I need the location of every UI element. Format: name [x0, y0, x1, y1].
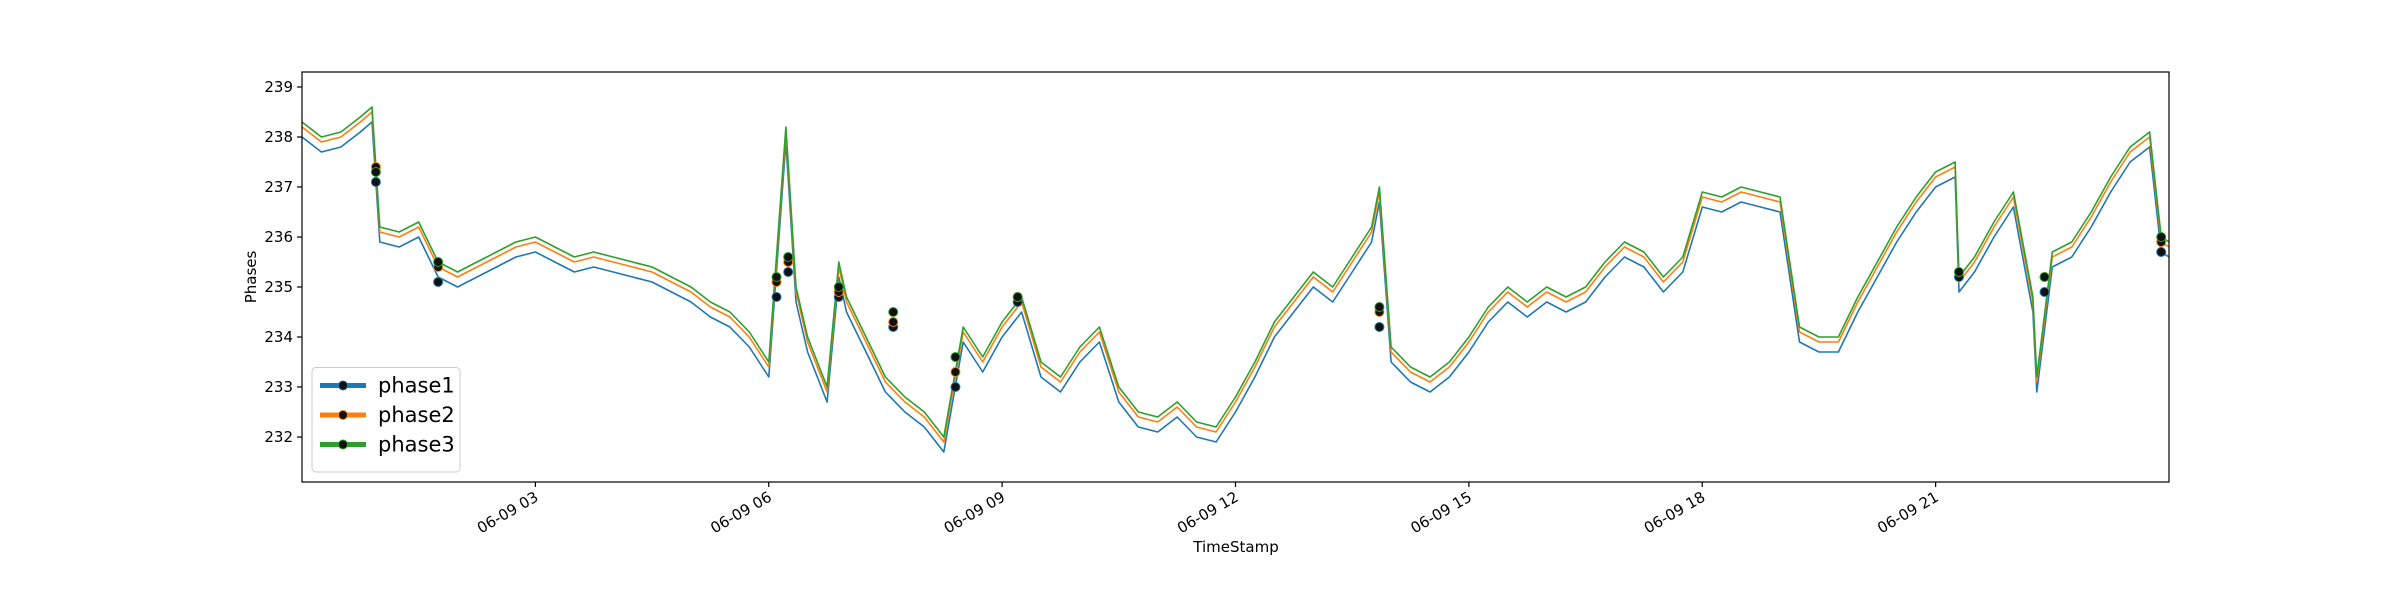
x-tick-label: 06-09 21 [1874, 488, 1941, 537]
x-tick-label: 06-09 09 [941, 488, 1008, 537]
series-line [302, 106, 2169, 438]
anomaly-marker [433, 257, 444, 267]
anomaly-marker [950, 352, 961, 362]
anomaly-marker [370, 167, 381, 177]
y-tick-label: 236 [264, 228, 293, 246]
y-tick-label: 232 [264, 428, 293, 446]
series-line [302, 111, 2169, 443]
anomaly-marker [888, 317, 899, 327]
y-tick-label: 238 [264, 128, 293, 146]
anomaly-marker [1374, 322, 1385, 332]
x-tick-label: 06-09 18 [1641, 488, 1708, 537]
anomaly-marker [833, 282, 844, 292]
legend-label: phase2 [378, 403, 455, 427]
x-tick-label: 06-09 12 [1174, 488, 1241, 537]
legend-label: phase1 [378, 374, 455, 398]
y-tick-label: 234 [264, 328, 293, 346]
anomaly-marker [1374, 302, 1385, 312]
anomaly-marker [950, 367, 961, 377]
series-line [302, 121, 2169, 453]
anomaly-marker [771, 272, 782, 282]
x-axis-label: TimeStamp [1192, 538, 1278, 556]
x-tick-label: 06-09 03 [474, 488, 541, 537]
anomaly-marker [370, 177, 381, 187]
legend-marker [338, 410, 348, 420]
y-tick-label: 239 [264, 78, 293, 96]
anomaly-marker [1012, 292, 1023, 302]
y-tick-label: 235 [264, 278, 293, 296]
anomaly-marker [771, 292, 782, 302]
anomaly-marker [950, 382, 961, 392]
anomaly-marker [2039, 287, 2050, 297]
anomaly-marker [433, 277, 444, 287]
legend-marker [338, 439, 348, 450]
anomaly-marker [2156, 247, 2167, 257]
anomaly-marker [888, 307, 899, 317]
x-tick-label: 06-09 06 [707, 488, 774, 537]
anomaly-marker [2039, 272, 2050, 282]
y-tick-label: 237 [264, 178, 293, 196]
anomaly-marker [1953, 267, 1964, 277]
y-axis-label: Phases [242, 251, 260, 304]
x-tick-label: 06-09 15 [1407, 488, 1474, 537]
legend-label: phase3 [378, 433, 455, 457]
anomaly-marker [783, 252, 794, 262]
anomaly-marker [783, 267, 794, 277]
plot-frame [301, 71, 2170, 483]
legend-marker [338, 380, 348, 391]
anomaly-marker [2156, 232, 2167, 242]
y-tick-label: 233 [264, 378, 293, 396]
